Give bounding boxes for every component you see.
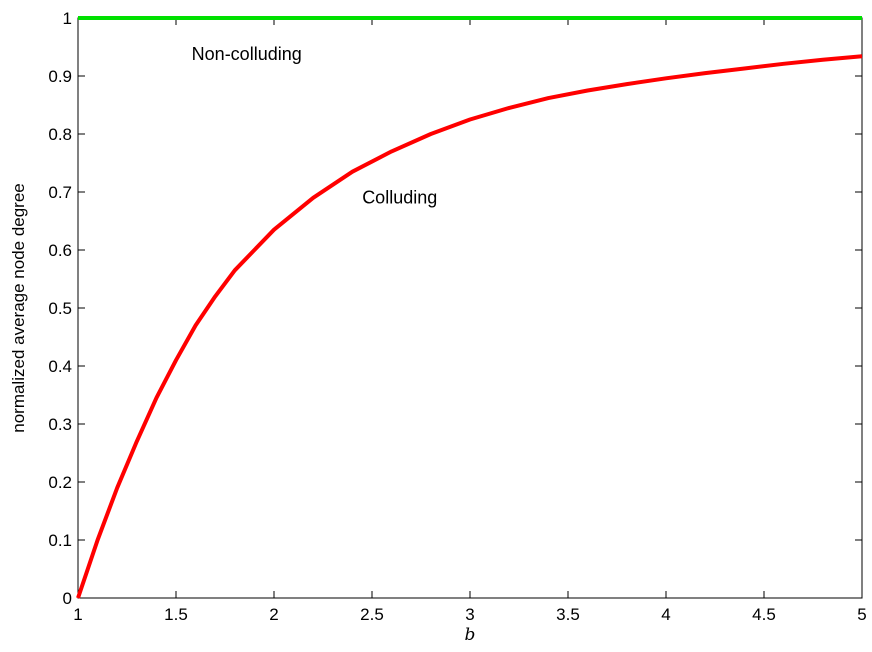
x-tick-label: 3: [465, 605, 474, 624]
x-tick-label: 4: [661, 605, 670, 624]
x-tick-label: 5: [857, 605, 866, 624]
y-tick-label: 0.7: [48, 183, 72, 202]
y-tick-label: 0.4: [48, 357, 72, 376]
x-tick-labels: 1 1.5 2 2.5 3 3.5 4 4.5 5: [73, 605, 866, 624]
annotations: Non-colluding Colluding: [192, 44, 438, 208]
x-tick-label: 4.5: [752, 605, 776, 624]
y-tick-label: 0.9: [48, 67, 72, 86]
y-tick-label: 1: [63, 9, 72, 28]
x-tick-label: 1.5: [164, 605, 188, 624]
y-tick-labels: 0 0.1 0.2 0.3 0.4 0.5 0.6 0.7 0.8 0.9 1: [48, 9, 72, 608]
series-layer: [76, 16, 863, 599]
plot-area: [77, 17, 863, 599]
series-line-2: [76, 54, 863, 599]
x-tick-label: 2.5: [360, 605, 384, 624]
y-tick-label: 0.6: [48, 241, 72, 260]
x-axis-label: b: [465, 625, 476, 645]
annotation-label: Colluding: [362, 188, 437, 208]
x-tick-label: 1: [73, 605, 82, 624]
y-axis-label: normalized average node degree: [9, 183, 28, 433]
y-tick-label: 0.3: [48, 415, 72, 434]
y-tick-label: 0: [63, 589, 72, 608]
y-tick-label: 0.1: [48, 531, 72, 550]
y-tick-label: 0.5: [48, 299, 72, 318]
y-tick-label: 0.2: [48, 473, 72, 492]
annotation-label: Non-colluding: [192, 44, 302, 64]
x-tick-label: 3.5: [556, 605, 580, 624]
y-tick-label: 0.8: [48, 125, 72, 144]
x-tick-label: 2: [269, 605, 278, 624]
